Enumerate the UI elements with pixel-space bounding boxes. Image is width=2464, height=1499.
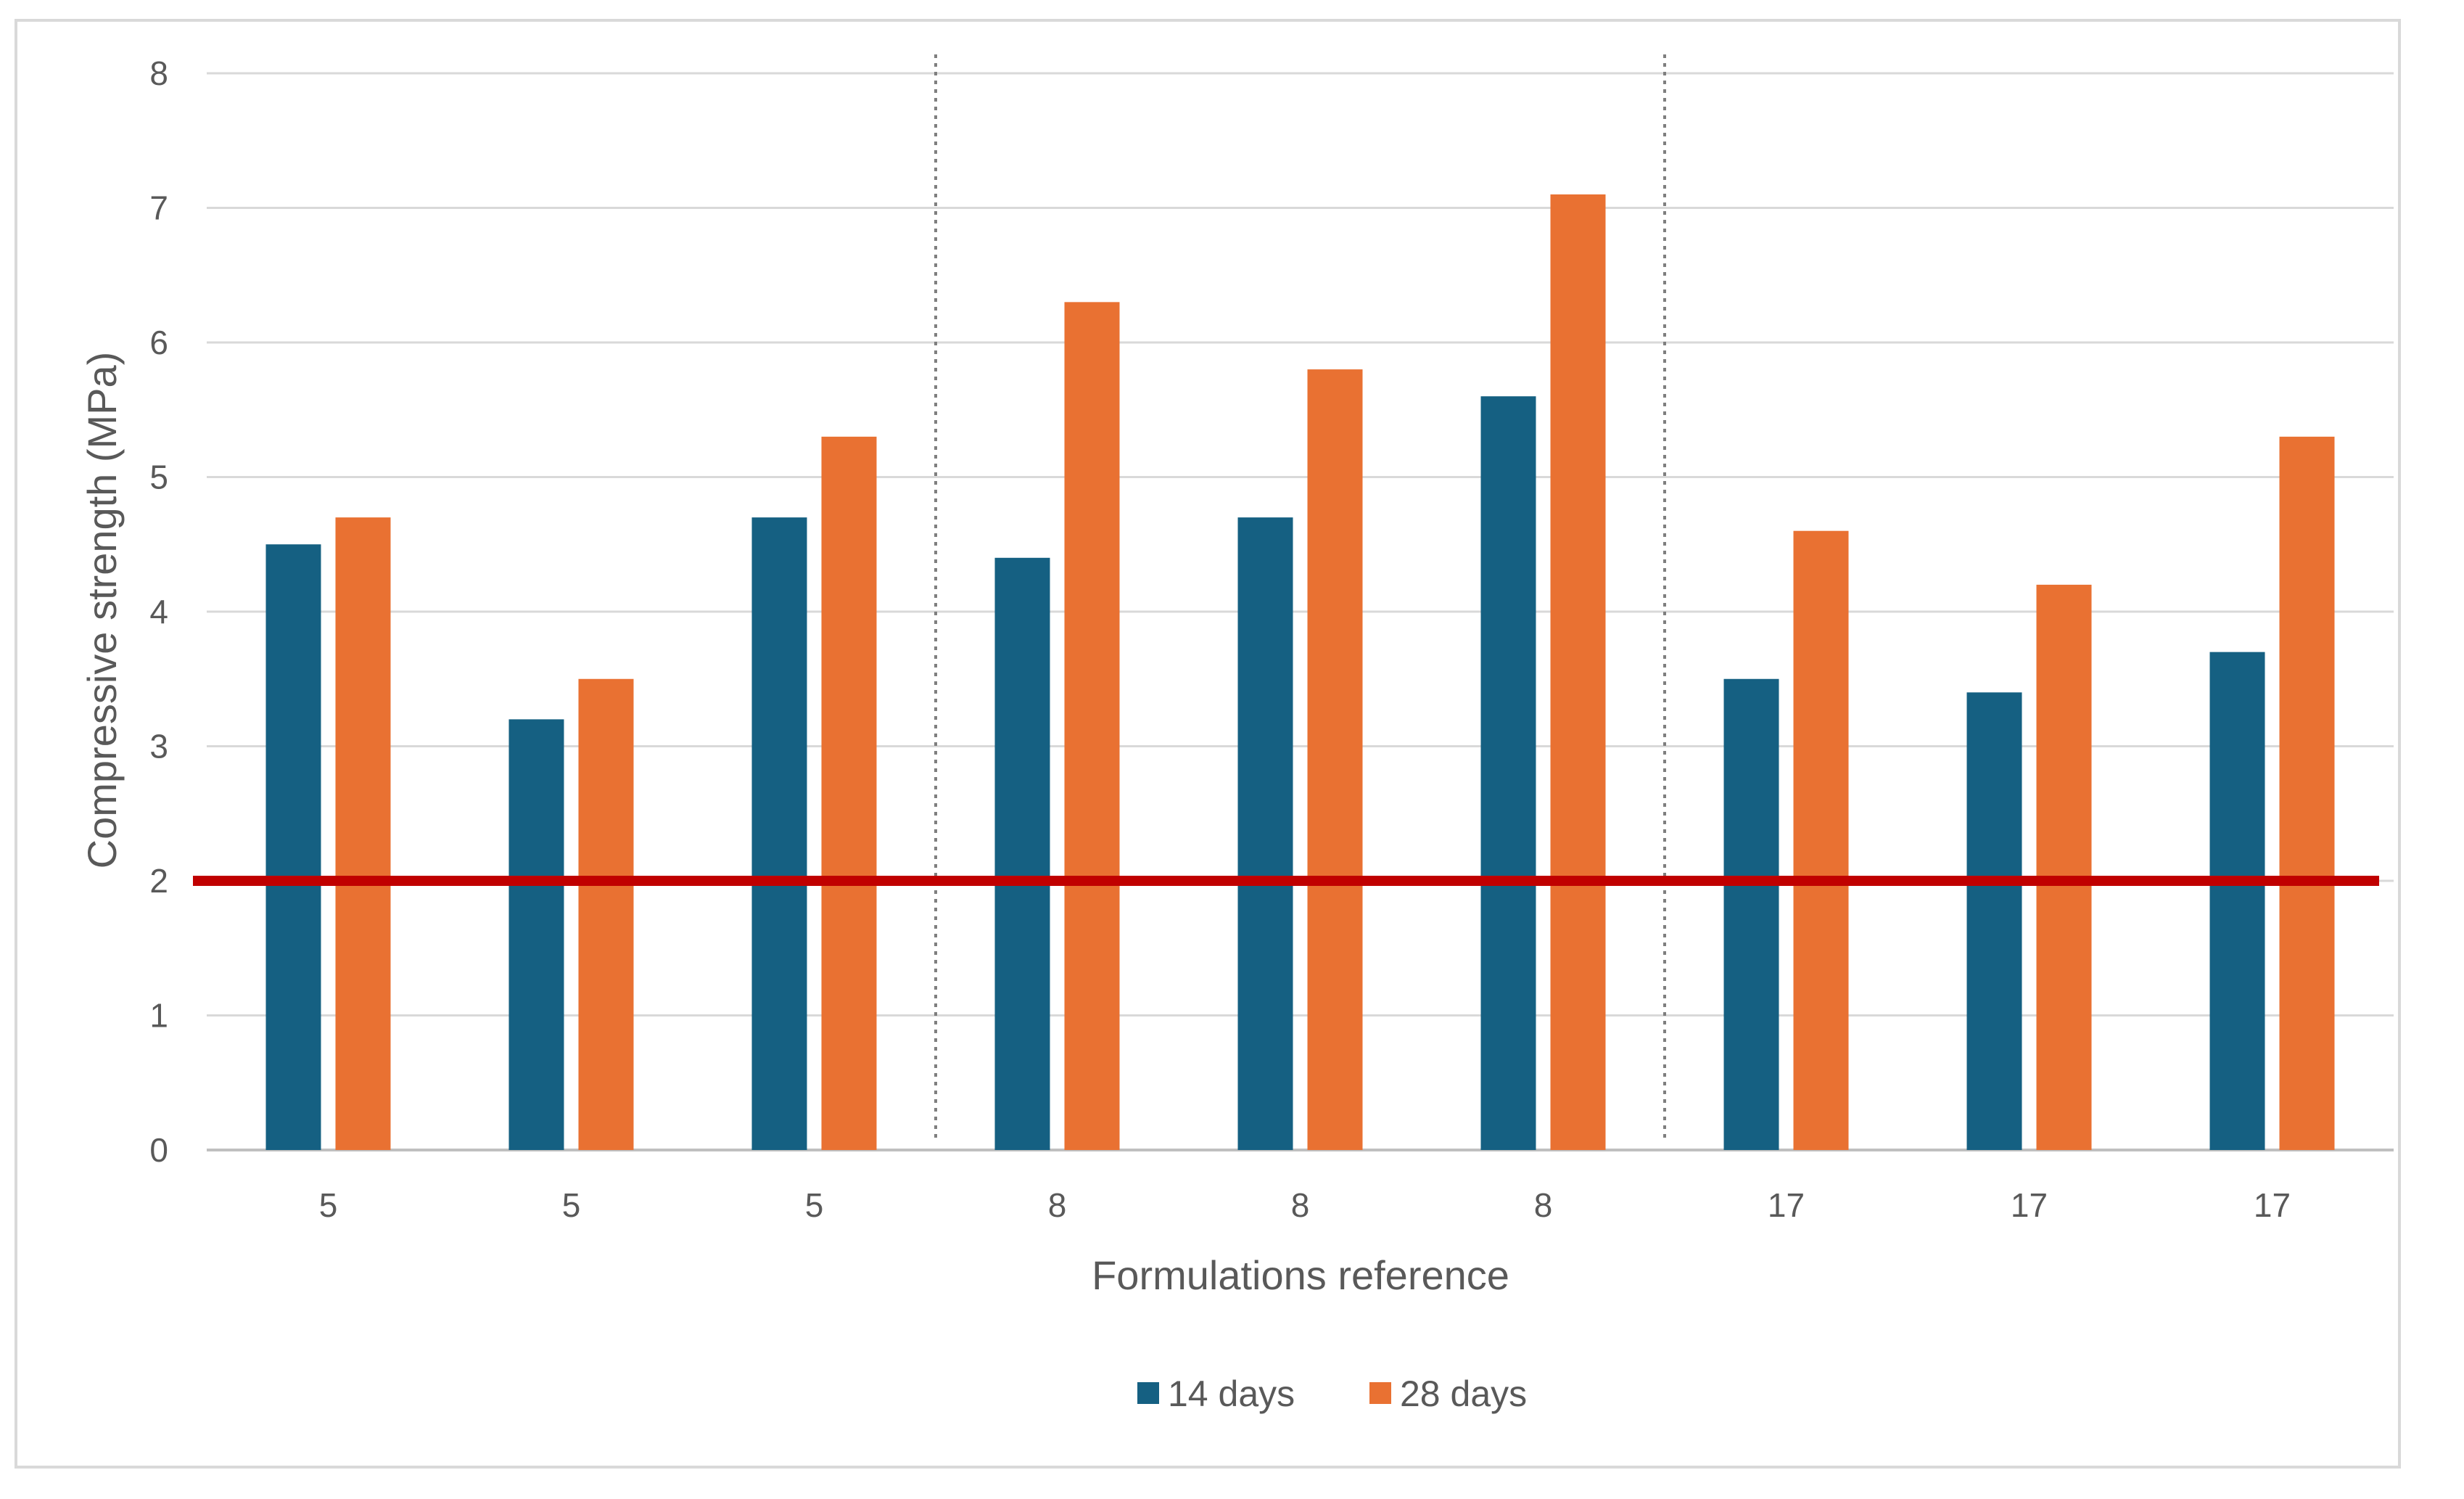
bar-14-days-4 <box>1237 517 1293 1150</box>
y-tick-label: 5 <box>149 459 168 496</box>
bar-14-days-6 <box>1723 678 1779 1150</box>
bar-14-days-0 <box>265 544 321 1150</box>
y-tick-label: 8 <box>149 54 168 92</box>
bar-14-days-3 <box>994 557 1050 1150</box>
y-tick-label: 6 <box>149 324 168 361</box>
x-axis-title: Formulations reference <box>1092 1252 1509 1298</box>
x-tick-label: 8 <box>1534 1186 1553 1224</box>
x-tick-label: 5 <box>805 1186 824 1224</box>
y-tick-label: 0 <box>149 1131 168 1169</box>
group-separators <box>934 54 1666 1141</box>
bar-28-days-1 <box>578 678 634 1150</box>
bar-14-days-5 <box>1480 396 1536 1151</box>
bar-14-days-2 <box>751 517 807 1150</box>
y-tick-label: 2 <box>149 862 168 900</box>
y-tick-label: 3 <box>149 728 168 765</box>
x-tick-label: 5 <box>562 1186 581 1224</box>
bar-28-days-2 <box>821 436 877 1150</box>
x-tick-label: 8 <box>1291 1186 1310 1224</box>
y-tick-label: 4 <box>149 593 168 631</box>
bar-14-days-8 <box>2209 652 2265 1150</box>
gridlines <box>207 72 2394 1151</box>
legend-label-28-days: 28 days <box>1400 1373 1527 1414</box>
bar-28-days-7 <box>2036 584 2092 1150</box>
bar-28-days-4 <box>1307 369 1363 1151</box>
bar-14-days-1 <box>508 719 564 1150</box>
x-tick-label: 17 <box>2011 1186 2048 1224</box>
y-axis-ticks: 0 1 2 3 4 5 6 7 8 <box>149 54 168 1169</box>
bar-28-days-5 <box>1550 194 1606 1151</box>
y-tick-label: 1 <box>149 997 168 1035</box>
legend-swatch-28-days <box>1369 1382 1391 1404</box>
bar-28-days-6 <box>1793 530 1849 1150</box>
x-tick-label: 17 <box>1768 1186 1805 1224</box>
legend-label-14-days: 14 days <box>1168 1373 1295 1414</box>
y-tick-label: 7 <box>149 189 168 227</box>
legend: 14 days 28 days <box>1137 1373 1527 1414</box>
x-tick-label: 17 <box>2254 1186 2291 1224</box>
bar-28-days-8 <box>2279 436 2335 1150</box>
bars <box>265 194 2335 1151</box>
bar-14-days-7 <box>1966 692 2022 1150</box>
y-axis-title: Compressive strength (MPa) <box>79 352 125 869</box>
bar-28-days-0 <box>335 517 391 1150</box>
bar-28-days-3 <box>1064 302 1120 1151</box>
x-tick-label: 5 <box>319 1186 338 1224</box>
legend-swatch-14-days <box>1137 1382 1159 1404</box>
x-axis-ticks: 5 5 5 8 8 8 17 17 17 <box>319 1186 2291 1224</box>
x-tick-label: 8 <box>1048 1186 1067 1224</box>
